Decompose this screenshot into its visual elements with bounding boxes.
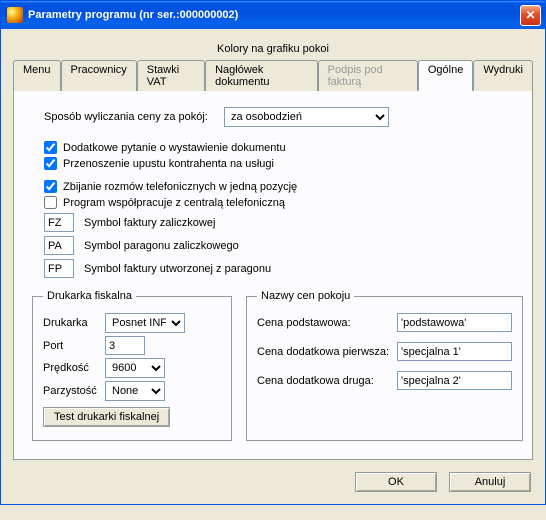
tab-pracownicy[interactable]: Pracownicy <box>61 60 137 91</box>
title-bar[interactable]: Parametry programu (nr ser.:000000002) ✕ <box>1 1 545 29</box>
fiscal-printer-group: Drukarka fiskalna Drukarka Posnet INFC P… <box>32 290 232 441</box>
price-extra1-input[interactable] <box>397 342 512 361</box>
price-extra1-label: Cena dodatkowa pierwsza: <box>257 346 397 358</box>
checkbox-merge-calls[interactable] <box>44 180 57 193</box>
price-extra2-label: Cena dodatkowa druga: <box>257 375 397 387</box>
fiscal-legend: Drukarka fiskalna <box>43 290 136 302</box>
app-window: Parametry programu (nr ser.:000000002) ✕… <box>0 0 546 505</box>
symbol-fz-label: Symbol faktury zaliczkowej <box>84 217 215 229</box>
fiscal-port-label: Port <box>43 340 105 352</box>
symbol-pa-label: Symbol paragonu zaliczkowego <box>84 240 239 252</box>
tab-menu[interactable]: Menu <box>13 60 61 91</box>
symbol-fp-input[interactable] <box>44 259 74 278</box>
checkbox-extra-document-question[interactable] <box>44 141 57 154</box>
tab-stawki-vat[interactable]: Stawki VAT <box>137 60 205 91</box>
checkbox-transfer-discount[interactable] <box>44 157 57 170</box>
checkbox-label-c3: Zbijanie rozmów telefonicznych w jedną p… <box>63 181 297 193</box>
tab-ogolne[interactable]: Ogólne <box>418 60 473 91</box>
symbol-pa-input[interactable] <box>44 236 74 255</box>
price-base-label: Cena podstawowa: <box>257 317 397 329</box>
checkbox-label-c1: Dodatkowe pytanie o wystawienie dokument… <box>63 142 286 154</box>
symbol-fp-label: Symbol faktury utworzonej z paragonu <box>84 263 271 275</box>
pricing-mode-select[interactable]: za osobodzień <box>224 107 389 127</box>
close-icon[interactable]: ✕ <box>520 5 541 26</box>
ok-button[interactable]: OK <box>355 472 437 492</box>
fiscal-test-button[interactable]: Test drukarki fiskalnej <box>43 407 170 427</box>
checkbox-pbx-cooperation[interactable] <box>44 196 57 209</box>
client-area: Kolory na grafiku pokoi Menu Pracownicy … <box>1 29 545 504</box>
tab-strip: Menu Pracownicy Stawki VAT Nagłówek doku… <box>13 59 533 90</box>
window-title: Parametry programu (nr ser.:000000002) <box>28 9 520 21</box>
page-subtitle: Kolory na grafiku pokoi <box>13 43 533 55</box>
fiscal-speed-label: Prędkość <box>43 362 105 374</box>
tab-panel-ogolne: Sposób wyliczania ceny za pokój: za osob… <box>13 90 533 460</box>
room-price-names-group: Nazwy cen pokoju Cena podstawowa: Cena d… <box>246 290 523 441</box>
tab-wydruki[interactable]: Wydruki <box>473 60 533 91</box>
fiscal-printer-label: Drukarka <box>43 317 105 329</box>
fiscal-speed-select[interactable]: 9600 <box>105 358 165 378</box>
checkbox-label-c2: Przenoszenie upustu kontrahenta na usług… <box>63 158 274 170</box>
prices-legend: Nazwy cen pokoju <box>257 290 354 302</box>
pricing-mode-label: Sposób wyliczania ceny za pokój: <box>44 111 224 123</box>
price-base-input[interactable] <box>397 313 512 332</box>
fiscal-printer-select[interactable]: Posnet INFC <box>105 313 185 333</box>
app-icon <box>7 7 23 23</box>
fiscal-parity-label: Parzystość <box>43 385 105 397</box>
tab-podpis[interactable]: Podpis pod fakturą <box>318 60 418 91</box>
fiscal-parity-select[interactable]: None <box>105 381 165 401</box>
cancel-button[interactable]: Anuluj <box>449 472 531 492</box>
checkbox-label-c4: Program współpracuje z centralą telefoni… <box>63 197 285 209</box>
fiscal-port-input[interactable] <box>105 336 145 355</box>
tab-naglowek[interactable]: Nagłówek dokumentu <box>205 60 318 91</box>
dialog-buttons: OK Anuluj <box>13 472 533 492</box>
price-extra2-input[interactable] <box>397 371 512 390</box>
symbol-fz-input[interactable] <box>44 213 74 232</box>
